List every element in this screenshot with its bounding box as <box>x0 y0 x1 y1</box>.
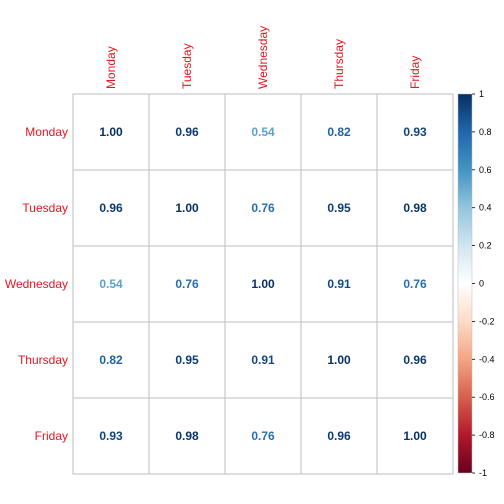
cell-value: 0.54 <box>99 277 123 291</box>
col-label-friday: Friday <box>408 56 422 89</box>
cell-value: 0.98 <box>403 201 427 215</box>
cell-value: 1.00 <box>251 277 275 291</box>
heatmap-cell <box>148 93 226 171</box>
cell-value: 0.91 <box>327 277 351 291</box>
col-label-wednesday: Wednesday <box>256 26 270 89</box>
color-bar-tick-label: 0.4 <box>479 203 492 213</box>
heatmap-cell <box>376 321 454 399</box>
heatmap-cell <box>224 93 302 171</box>
col-label-tuesday: Tuesday <box>180 43 194 89</box>
cell-value: 1.00 <box>99 125 123 139</box>
heatmap-cell <box>148 245 226 323</box>
cell-value: 0.96 <box>99 201 123 215</box>
heatmap-cell <box>224 397 302 475</box>
heatmap-cell <box>300 93 378 171</box>
color-bar-tick-label: -1 <box>479 468 487 478</box>
color-bar-tick-label: 0.2 <box>479 241 492 251</box>
cell-value: 0.95 <box>327 201 351 215</box>
row-label-thursday: Thursday <box>18 353 68 367</box>
cell-value: 0.82 <box>327 125 351 139</box>
heatmap-cell <box>148 397 226 475</box>
cell-value: 0.76 <box>403 277 427 291</box>
cell-value: 0.82 <box>99 353 123 367</box>
heatmap-cell <box>224 245 302 323</box>
cell-value: 0.76 <box>251 201 275 215</box>
cell-value: 0.93 <box>403 125 427 139</box>
row-label-friday: Friday <box>35 429 68 443</box>
cell-value: 0.98 <box>175 429 199 443</box>
color-bar <box>457 93 473 474</box>
cell-value: 0.96 <box>175 125 199 139</box>
heatmap-cell <box>72 397 150 475</box>
cell-values: 1.00 0.96 0.54 0.82 0.93 0.96 1.00 0.76 0.95 0.98… <box>99 125 427 443</box>
heatmap-cell <box>148 321 226 399</box>
heatmap-cell <box>72 93 150 171</box>
heatmap-cell <box>300 321 378 399</box>
heatmap-grid <box>72 93 454 475</box>
heatmap-cell <box>300 245 378 323</box>
cell-value: 0.96 <box>403 353 427 367</box>
cell-value: 0.93 <box>99 429 123 443</box>
cell-value: 0.76 <box>175 277 199 291</box>
color-bar-tick-label: -0.6 <box>479 392 495 402</box>
color-bar-tick-label: 0 <box>479 279 484 289</box>
row-label-monday: Monday <box>25 125 68 139</box>
heatmap-cell <box>376 93 454 171</box>
cell-value: 0.54 <box>251 125 275 139</box>
heatmap-cell <box>376 245 454 323</box>
color-bar-tick-label: -0.2 <box>479 316 495 326</box>
cell-value: 0.95 <box>175 353 199 367</box>
col-label-thursday: Thursday <box>332 39 346 89</box>
row-label-wednesday: Wednesday <box>5 277 68 291</box>
cell-value: 0.91 <box>251 353 275 367</box>
col-label-monday: Monday <box>104 46 118 89</box>
cell-value: 1.00 <box>403 429 427 443</box>
heatmap-cell <box>72 321 150 399</box>
heatmap-cell <box>72 169 150 247</box>
cell-value: 1.00 <box>327 353 351 367</box>
heatmap-cell <box>224 321 302 399</box>
heatmap-cell <box>376 397 454 475</box>
heatmap-cell <box>376 169 454 247</box>
row-label-tuesday: Tuesday <box>22 201 68 215</box>
color-bar-tick-label: 1 <box>479 89 484 99</box>
color-bar-tick-label: 0.6 <box>479 165 492 175</box>
heatmap-cell <box>224 169 302 247</box>
color-bar-tick-label: -0.4 <box>479 354 495 364</box>
color-bar-tick-label: 0.8 <box>479 127 492 137</box>
cell-value: 0.76 <box>251 429 275 443</box>
cell-value: 1.00 <box>175 201 199 215</box>
cell-value: 0.96 <box>327 429 351 443</box>
color-bar-tick-label: -0.8 <box>479 430 495 440</box>
